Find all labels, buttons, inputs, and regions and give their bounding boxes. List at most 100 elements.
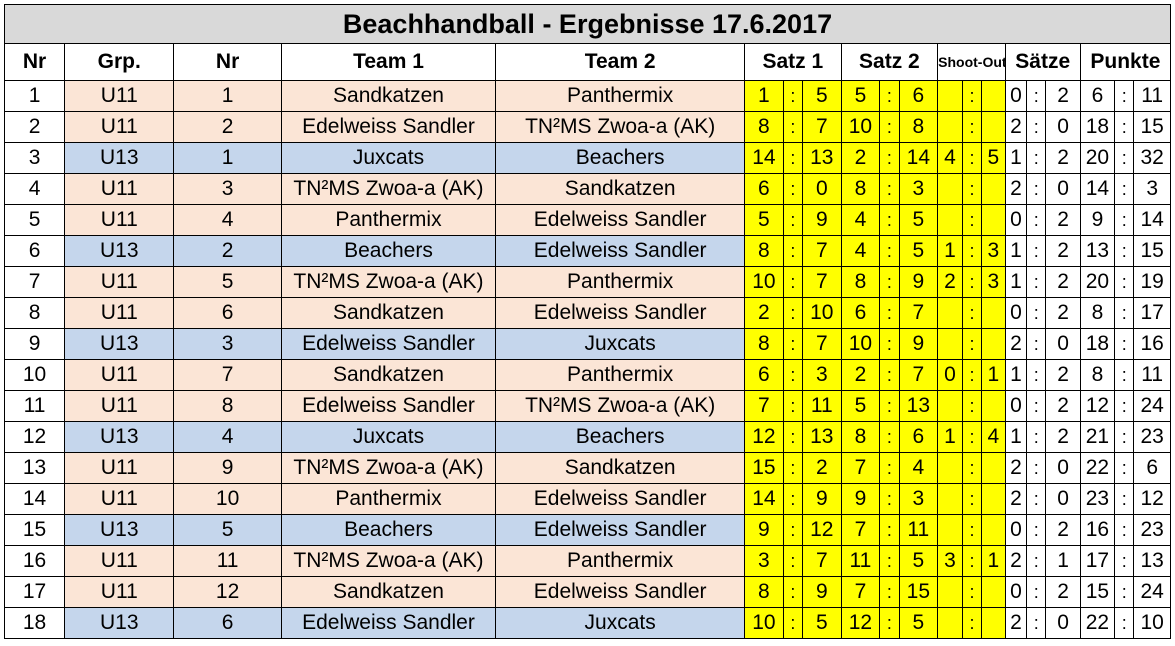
group-game-nr: 2 — [173, 235, 282, 267]
satz1-score-b: 2 — [801, 452, 842, 484]
satz2-score-a: 7 — [840, 452, 881, 484]
satz1-score-b: 7 — [801, 266, 842, 298]
group-cell: U11 — [64, 111, 175, 143]
satz1-separator: : — [782, 545, 803, 577]
shootout-score-a — [937, 80, 963, 112]
row-nr: 3 — [3, 142, 66, 174]
satz2-score-a: 8 — [840, 421, 881, 453]
satz2-separator: : — [879, 514, 900, 546]
satz2-score-a: 6 — [840, 297, 881, 329]
punkte-a: 22 — [1079, 452, 1116, 484]
row-nr: 8 — [3, 297, 66, 329]
satz1-separator: : — [782, 576, 803, 608]
saetze-a: 0 — [1004, 297, 1028, 329]
saetze-a: 2 — [1004, 173, 1028, 205]
punkte-separator: : — [1114, 483, 1135, 515]
group-cell: U13 — [64, 514, 175, 546]
shootout-score-a: 1 — [937, 235, 963, 267]
table-row: 17 U11 12 Sandkatzen Edelweiss Sandler 8:9 7:1… — [3, 576, 1171, 608]
satz2-score-b: 13 — [898, 390, 939, 422]
punkte-b: 23 — [1133, 514, 1171, 546]
punkte-separator: : — [1114, 421, 1135, 453]
punkte-b: 6 — [1133, 452, 1171, 484]
team2-cell: Edelweiss Sandler — [495, 483, 746, 515]
shootout-score-b — [981, 452, 1006, 484]
saetze-a: 0 — [1004, 390, 1028, 422]
shootout-score-b — [981, 607, 1006, 639]
punkte-a: 20 — [1079, 142, 1116, 174]
saetze-b: 2 — [1045, 266, 1081, 298]
shootout-separator: : — [961, 452, 983, 484]
team2-cell: Edelweiss Sandler — [495, 297, 746, 329]
group-game-nr: 6 — [173, 297, 282, 329]
punkte-separator: : — [1114, 576, 1135, 608]
shootout-score-b: 3 — [981, 266, 1006, 298]
team2-cell: Edelweiss Sandler — [495, 576, 746, 608]
satz1-score-b: 13 — [801, 142, 842, 174]
satz1-separator: : — [782, 266, 803, 298]
punkte-separator: : — [1114, 142, 1135, 174]
shootout-score-a — [937, 173, 963, 205]
satz1-separator: : — [782, 514, 803, 546]
satz2-separator: : — [879, 204, 900, 236]
row-nr: 7 — [3, 266, 66, 298]
punkte-separator: : — [1114, 359, 1135, 391]
satz2-separator: : — [879, 111, 900, 143]
team1-cell: TN²MS Zwoa-a (AK) — [280, 545, 497, 577]
satz2-separator: : — [879, 173, 900, 205]
satz2-score-b: 9 — [898, 266, 939, 298]
team2-cell: Beachers — [495, 421, 746, 453]
group-cell: U11 — [64, 80, 175, 112]
team2-cell: Edelweiss Sandler — [495, 514, 746, 546]
punkte-b: 24 — [1133, 390, 1171, 422]
punkte-separator: : — [1114, 173, 1135, 205]
table-row: 16 U11 11 TN²MS Zwoa-a (AK) Panthermix 3:7 11:… — [3, 545, 1171, 577]
saetze-a: 0 — [1004, 204, 1028, 236]
satz2-score-a: 4 — [840, 235, 881, 267]
saetze-separator: : — [1026, 421, 1047, 453]
punkte-b: 32 — [1133, 142, 1171, 174]
team1-cell: Edelweiss Sandler — [280, 111, 497, 143]
punkte-a: 16 — [1079, 514, 1116, 546]
shootout-score-a — [937, 111, 963, 143]
shootout-separator: : — [961, 359, 983, 391]
satz1-score-a: 6 — [744, 359, 784, 391]
results-table: Nr Grp. Nr Team 1 Team 2 Satz 1 Satz 2 S… — [3, 43, 1172, 639]
group-game-nr: 5 — [173, 266, 282, 298]
col-header-shootout: Shoot-Out — [937, 43, 1006, 81]
satz1-separator: : — [782, 607, 803, 639]
satz1-score-a: 5 — [744, 204, 784, 236]
team2-cell: Panthermix — [495, 80, 746, 112]
team2-cell: Juxcats — [495, 328, 746, 360]
col-header-satz2: Satz 2 — [840, 43, 939, 81]
satz2-score-b: 11 — [898, 514, 939, 546]
group-game-nr: 12 — [173, 576, 282, 608]
team2-cell: Panthermix — [495, 359, 746, 391]
saetze-a: 1 — [1004, 142, 1028, 174]
satz2-score-a: 11 — [840, 545, 881, 577]
table-row: 15 U13 5 Beachers Edelweiss Sandler 9:12 7:11:… — [3, 514, 1171, 546]
group-cell: U11 — [64, 390, 175, 422]
shootout-score-a: 2 — [937, 266, 963, 298]
shootout-score-b — [981, 80, 1006, 112]
team1-cell: Sandkatzen — [280, 359, 497, 391]
group-cell: U13 — [64, 235, 175, 267]
satz2-score-a: 10 — [840, 111, 881, 143]
satz2-score-b: 7 — [898, 297, 939, 329]
satz1-score-a: 8 — [744, 576, 784, 608]
group-game-nr: 3 — [173, 328, 282, 360]
results-sheet: Beachhandball - Ergebnisse 17.6.2017 Nr … — [3, 4, 1172, 639]
row-nr: 5 — [3, 204, 66, 236]
saetze-separator: : — [1026, 235, 1047, 267]
satz1-score-b: 7 — [801, 111, 842, 143]
table-row: 14 U11 10 Panthermix Edelweiss Sandler 14:9 9:… — [3, 483, 1171, 515]
row-nr: 17 — [3, 576, 66, 608]
punkte-separator: : — [1114, 452, 1135, 484]
saetze-a: 2 — [1004, 452, 1028, 484]
satz2-score-b: 6 — [898, 80, 939, 112]
punkte-a: 21 — [1079, 421, 1116, 453]
col-header-group: Grp. — [64, 43, 175, 81]
saetze-separator: : — [1026, 142, 1047, 174]
shootout-score-b — [981, 297, 1006, 329]
satz1-separator: : — [782, 390, 803, 422]
